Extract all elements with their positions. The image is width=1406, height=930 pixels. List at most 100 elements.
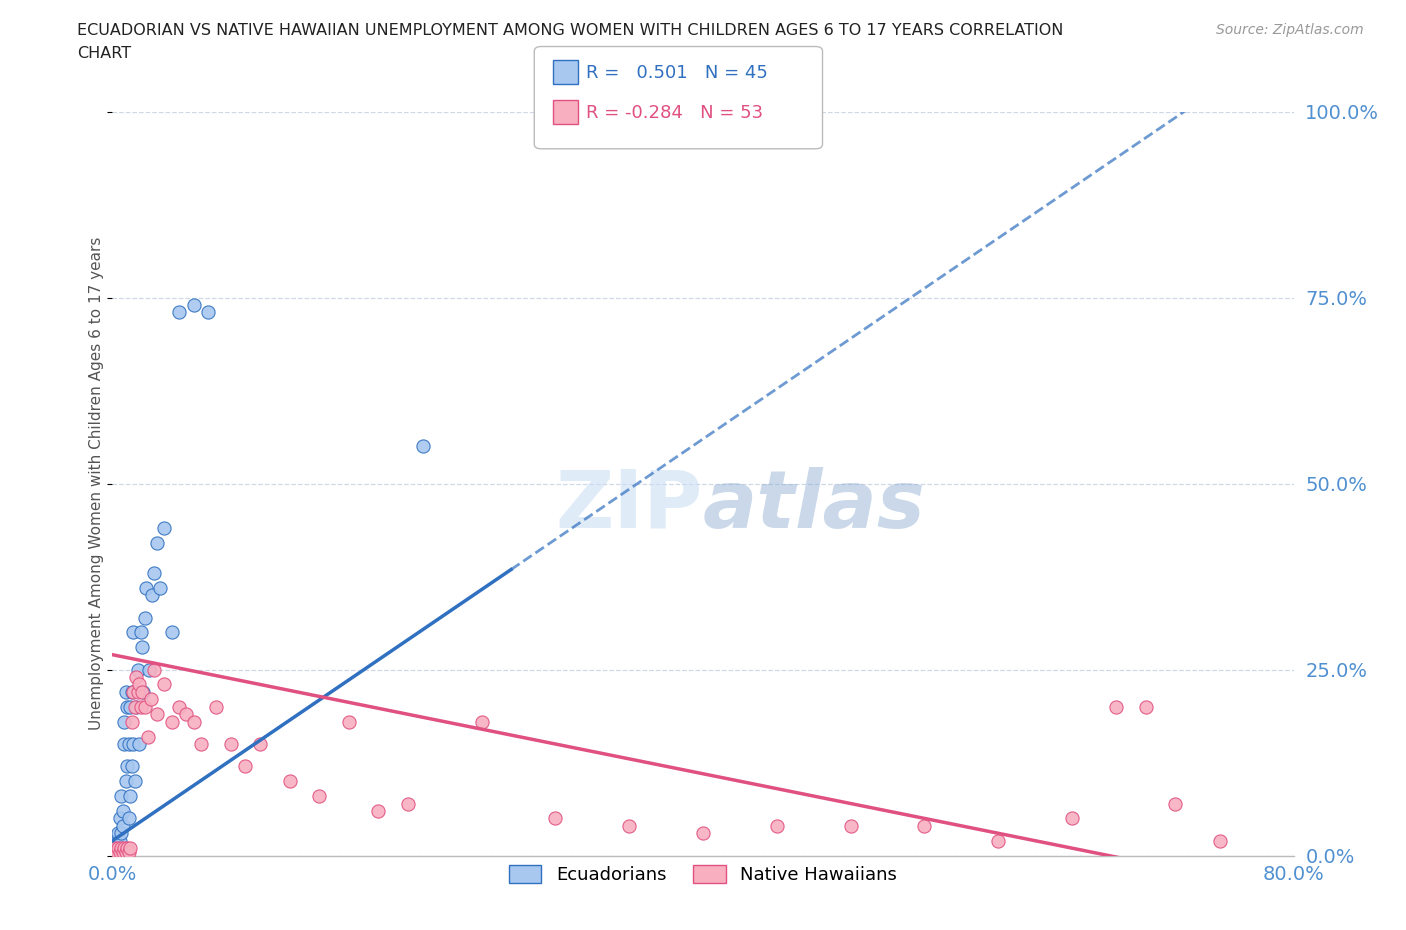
Point <box>121 759 143 774</box>
Y-axis label: Unemployment Among Women with Children Ages 6 to 17 years: Unemployment Among Women with Children A… <box>89 237 104 730</box>
Point <box>249 737 271 751</box>
Point <box>118 811 141 826</box>
Point <box>103 844 125 859</box>
Point <box>308 789 330 804</box>
Point <box>146 707 169 722</box>
Point <box>136 729 159 744</box>
Point <box>205 699 228 714</box>
Point <box>110 841 132 856</box>
Point <box>110 789 132 804</box>
Point <box>337 714 360 729</box>
Point <box>367 804 389 818</box>
Text: R =   0.501   N = 45: R = 0.501 N = 45 <box>586 63 768 82</box>
Point <box>142 565 165 580</box>
Point <box>139 692 162 707</box>
Point <box>278 774 301 789</box>
Point <box>122 684 145 699</box>
Point <box>114 684 136 699</box>
Text: CHART: CHART <box>77 46 131 61</box>
Point <box>766 818 789 833</box>
Point <box>121 684 143 699</box>
Point <box>114 774 136 789</box>
Point <box>1208 833 1232 848</box>
Point <box>129 699 152 714</box>
Point <box>103 844 125 859</box>
Point <box>112 841 135 856</box>
Point <box>128 737 150 751</box>
Point <box>117 759 138 774</box>
Point <box>124 774 146 789</box>
Point <box>129 625 152 640</box>
Point <box>124 699 146 714</box>
Point <box>138 662 160 677</box>
Point <box>118 737 141 751</box>
Point <box>142 662 165 677</box>
Point <box>112 714 135 729</box>
Point <box>1164 796 1187 811</box>
Point <box>120 789 142 804</box>
Point <box>1105 699 1128 714</box>
Point <box>174 707 197 722</box>
Point <box>108 811 131 826</box>
Point <box>118 844 141 859</box>
Point <box>544 811 567 826</box>
Point <box>153 521 176 536</box>
Point <box>127 684 149 699</box>
Point <box>111 804 134 818</box>
Point <box>160 625 183 640</box>
Point <box>183 714 205 729</box>
Point <box>125 699 148 714</box>
Point <box>197 305 219 320</box>
Point <box>131 640 153 655</box>
Point <box>396 796 419 811</box>
Point <box>104 841 127 856</box>
Text: Source: ZipAtlas.com: Source: ZipAtlas.com <box>1216 23 1364 37</box>
Point <box>111 818 134 833</box>
Point <box>149 580 172 595</box>
Point <box>110 826 132 841</box>
Point <box>112 737 135 751</box>
Point <box>1062 811 1084 826</box>
Point <box>117 699 138 714</box>
Point <box>120 841 142 856</box>
Point <box>107 841 129 856</box>
Point <box>1135 699 1157 714</box>
Point <box>108 833 131 848</box>
Point <box>120 699 142 714</box>
Point <box>146 536 169 551</box>
Point <box>128 677 150 692</box>
Point <box>114 844 136 859</box>
Point <box>104 841 127 856</box>
Point <box>987 833 1010 848</box>
Text: atlas: atlas <box>703 467 925 545</box>
Point <box>470 714 494 729</box>
Text: ZIP: ZIP <box>555 467 703 545</box>
Point <box>839 818 862 833</box>
Point <box>167 305 190 320</box>
Point <box>134 610 156 625</box>
Point <box>141 588 163 603</box>
Point <box>233 759 256 774</box>
Point <box>111 844 134 859</box>
Point <box>127 662 149 677</box>
Point <box>107 826 129 841</box>
Point <box>135 580 157 595</box>
Point <box>108 844 131 859</box>
Point <box>167 699 190 714</box>
Point <box>132 684 155 699</box>
Point <box>122 737 145 751</box>
Point <box>190 737 212 751</box>
Point <box>122 625 145 640</box>
Point <box>117 841 138 856</box>
Point <box>105 833 128 848</box>
Point <box>134 699 156 714</box>
Text: R = -0.284   N = 53: R = -0.284 N = 53 <box>586 103 763 122</box>
Point <box>153 677 176 692</box>
Point <box>125 670 148 684</box>
Point <box>914 818 936 833</box>
Point <box>105 844 128 859</box>
Point <box>692 826 714 841</box>
Point <box>411 439 433 454</box>
Text: ECUADORIAN VS NATIVE HAWAIIAN UNEMPLOYMENT AMONG WOMEN WITH CHILDREN AGES 6 TO 1: ECUADORIAN VS NATIVE HAWAIIAN UNEMPLOYME… <box>77 23 1064 38</box>
Point <box>183 298 205 312</box>
